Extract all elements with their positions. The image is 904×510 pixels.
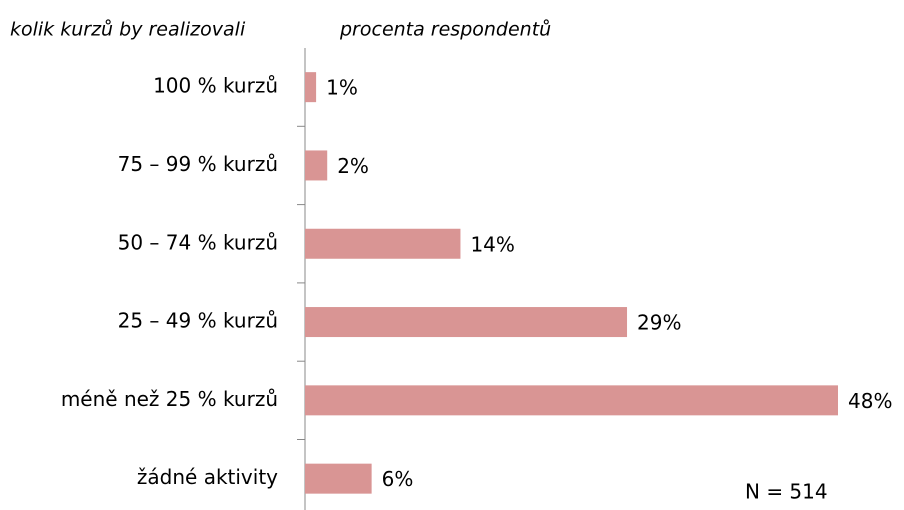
y-tick-label: méně než 25 % kurzů xyxy=(61,387,278,411)
y-tick-label: 25 – 49 % kurzů xyxy=(118,309,278,333)
value-label: 1% xyxy=(326,76,358,100)
value-label: 48% xyxy=(848,389,892,413)
y-axis-label: kolik kurzů by realizovali xyxy=(10,19,246,41)
bar xyxy=(305,228,461,259)
value-label: 2% xyxy=(337,154,369,178)
y-tick-label: 100 % kurzů xyxy=(153,74,278,98)
bar xyxy=(305,463,372,494)
value-label: 29% xyxy=(637,311,681,335)
y-tick-label: 75 – 99 % kurzů xyxy=(118,152,278,176)
y-tick-label: 50 – 74 % kurzů xyxy=(118,230,278,254)
x-axis-label: procenta respondentů xyxy=(339,19,551,41)
value-label: 6% xyxy=(382,467,414,491)
bar xyxy=(305,385,838,416)
annotation: N = 514 xyxy=(745,480,828,504)
bar xyxy=(305,72,317,103)
bar xyxy=(305,150,328,181)
value-label: 14% xyxy=(470,232,514,256)
bar xyxy=(305,307,628,338)
y-tick-label: žádné aktivity xyxy=(137,465,278,489)
